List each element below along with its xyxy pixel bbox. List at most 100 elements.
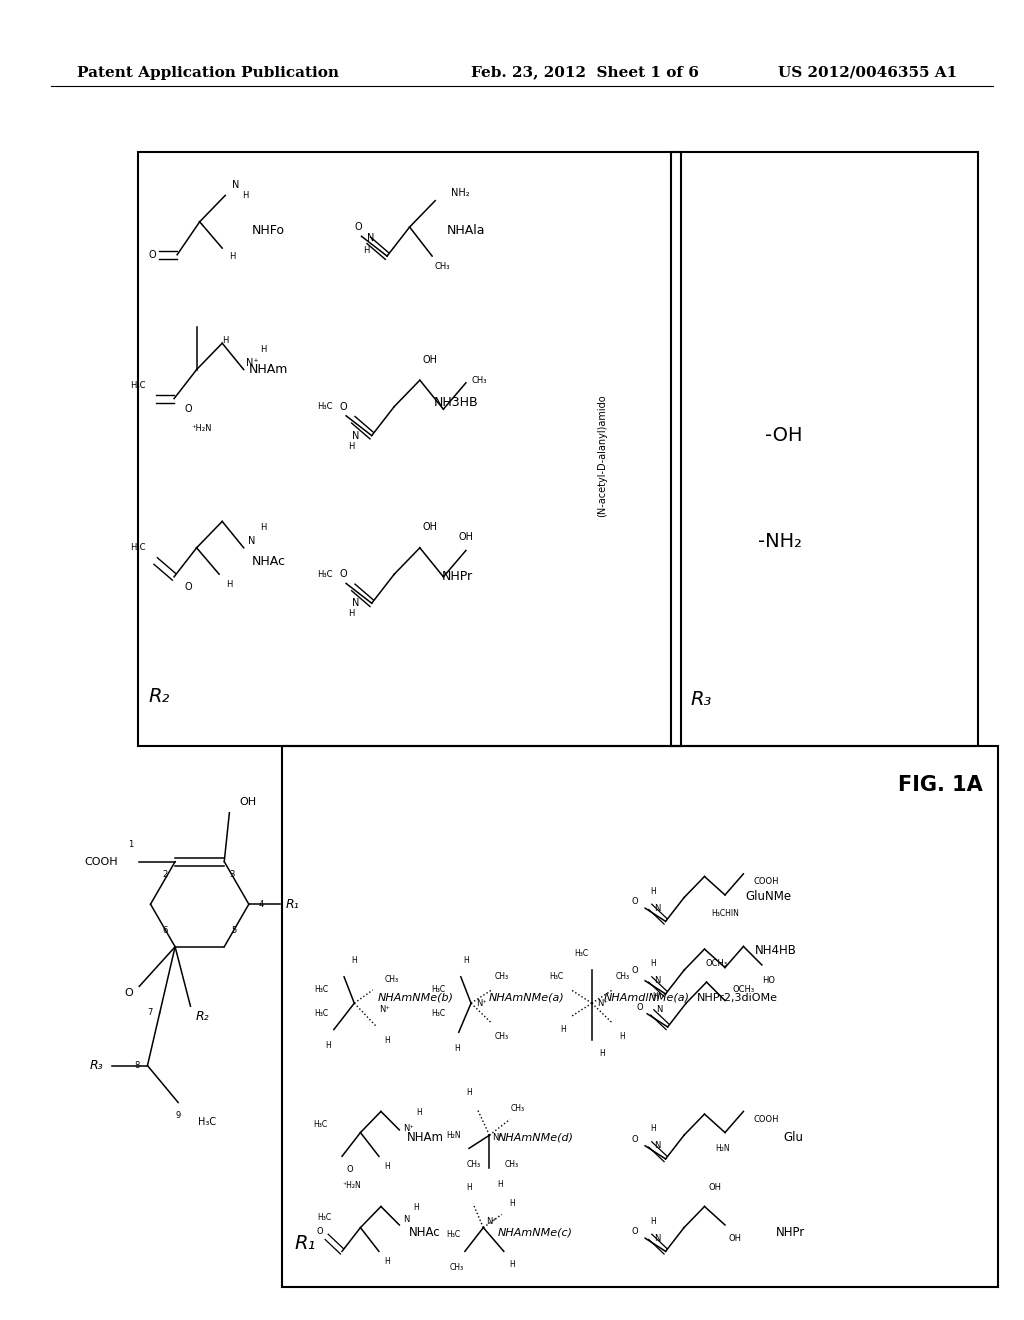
Text: 5: 5 [231, 927, 238, 936]
Text: O: O [632, 966, 638, 974]
Text: H: H [348, 610, 354, 618]
Text: HO: HO [762, 977, 775, 985]
Text: NHFo: NHFo [252, 224, 285, 238]
Text: Glu: Glu [783, 1131, 804, 1144]
Text: H₂N: H₂N [716, 1144, 730, 1152]
Text: H: H [652, 993, 658, 1001]
Text: N: N [654, 977, 660, 985]
Text: H: H [463, 957, 469, 965]
Text: -NH₂: -NH₂ [759, 532, 802, 550]
Text: OH: OH [240, 797, 256, 808]
Text: NHAmNMe(c): NHAmNMe(c) [498, 1228, 573, 1238]
Bar [282, 746, 998, 1287]
Text: OH: OH [459, 532, 473, 543]
Text: CH₃: CH₃ [434, 263, 451, 271]
Text: O: O [632, 1135, 638, 1143]
Text: H: H [364, 247, 370, 255]
Text: H₃C: H₃C [431, 986, 445, 994]
Text: 9: 9 [175, 1111, 181, 1121]
Text: R₂: R₂ [196, 1010, 210, 1023]
Text: H₂N: H₂N [446, 1131, 461, 1139]
Text: H: H [466, 1089, 472, 1097]
Text: H₃C: H₃C [317, 1213, 332, 1221]
Text: N: N [351, 430, 359, 441]
Text: H₃C: H₃C [313, 1121, 328, 1129]
Text: O: O [316, 1228, 323, 1236]
Text: COOH: COOH [84, 857, 118, 867]
Text: NHAc: NHAc [410, 1226, 440, 1239]
Text: H: H [650, 960, 656, 968]
Text: H: H [620, 1032, 626, 1040]
Text: H₃C: H₃C [317, 403, 333, 411]
Text: CH₃: CH₃ [471, 376, 486, 384]
Text: N: N [654, 1142, 660, 1150]
Text: N: N [248, 536, 256, 546]
Text: O: O [354, 222, 362, 232]
Text: N⁺: N⁺ [380, 1006, 390, 1014]
Text: H: H [325, 1041, 331, 1049]
Text: N⁺: N⁺ [493, 1134, 503, 1142]
Text: H: H [497, 1180, 503, 1188]
Text: N⁺: N⁺ [403, 1125, 414, 1133]
Bar [138, 152, 681, 746]
Text: H₃C: H₃C [130, 544, 145, 552]
Text: H: H [384, 1258, 390, 1266]
Text: OH: OH [729, 1234, 741, 1242]
Bar [671, 152, 978, 746]
Text: O: O [148, 249, 157, 260]
Text: H₃C: H₃C [317, 570, 333, 578]
Text: H: H [413, 1204, 419, 1212]
Text: H₃C: H₃C [549, 973, 563, 981]
Text: N⁺: N⁺ [476, 999, 486, 1007]
Text: H: H [509, 1200, 515, 1208]
Text: H: H [560, 1026, 566, 1034]
Text: R₂: R₂ [148, 688, 169, 706]
Text: R₁: R₁ [295, 1234, 315, 1253]
Text: CH₃: CH₃ [495, 1032, 509, 1040]
Text: 4: 4 [258, 900, 264, 908]
Text: O: O [339, 569, 347, 579]
Text: H: H [454, 1044, 460, 1052]
Text: NHAla: NHAla [446, 224, 485, 238]
Text: O: O [637, 1003, 643, 1011]
Text: H: H [226, 581, 232, 589]
Text: N⁺: N⁺ [597, 999, 607, 1007]
Text: ⁺H₂N: ⁺H₂N [191, 425, 212, 433]
Text: O: O [632, 898, 638, 906]
Text: H: H [351, 957, 357, 965]
Text: US 2012/0046355 A1: US 2012/0046355 A1 [778, 66, 957, 79]
Text: H: H [260, 524, 266, 532]
Text: FIG. 1A: FIG. 1A [898, 775, 982, 796]
Text: 1: 1 [128, 840, 134, 849]
Text: R₃: R₃ [691, 690, 712, 709]
Text: NHAm: NHAm [407, 1131, 443, 1144]
Text: NH4HB: NH4HB [756, 944, 797, 957]
Text: CH₃: CH₃ [385, 975, 399, 983]
Text: NHAmNMe(d): NHAmNMe(d) [498, 1133, 573, 1143]
Text: 6: 6 [162, 927, 168, 936]
Text: NHPr2,3diOMe: NHPr2,3diOMe [696, 993, 778, 1003]
Text: R₁: R₁ [286, 898, 300, 911]
Text: NHAmdlNMe(a): NHAmdlNMe(a) [604, 993, 690, 1003]
Text: GluNMe: GluNMe [744, 890, 792, 903]
Text: OH: OH [423, 355, 437, 366]
Text: COOH: COOH [754, 878, 779, 886]
Text: COOH: COOH [754, 1115, 779, 1123]
Text: 8: 8 [134, 1061, 140, 1071]
Text: 2: 2 [162, 870, 168, 879]
Text: O: O [339, 401, 347, 412]
Text: OCH₃: OCH₃ [732, 986, 755, 994]
Text: H₃C: H₃C [314, 986, 329, 994]
Text: ⁺H₂N: ⁺H₂N [343, 1181, 361, 1189]
Text: H: H [222, 337, 228, 345]
Text: CH₃: CH₃ [505, 1160, 519, 1168]
Text: NHAmNMe(a): NHAmNMe(a) [488, 993, 564, 1003]
Text: NHAmNMe(b): NHAmNMe(b) [378, 993, 454, 1003]
Text: H₃C: H₃C [431, 1010, 445, 1018]
Text: 3: 3 [229, 870, 236, 879]
Text: H₃C: H₃C [314, 1010, 329, 1018]
Text: H: H [599, 1049, 605, 1057]
Text: Patent Application Publication: Patent Application Publication [77, 66, 339, 79]
Text: N: N [656, 1006, 663, 1014]
Text: 7: 7 [146, 1008, 153, 1018]
